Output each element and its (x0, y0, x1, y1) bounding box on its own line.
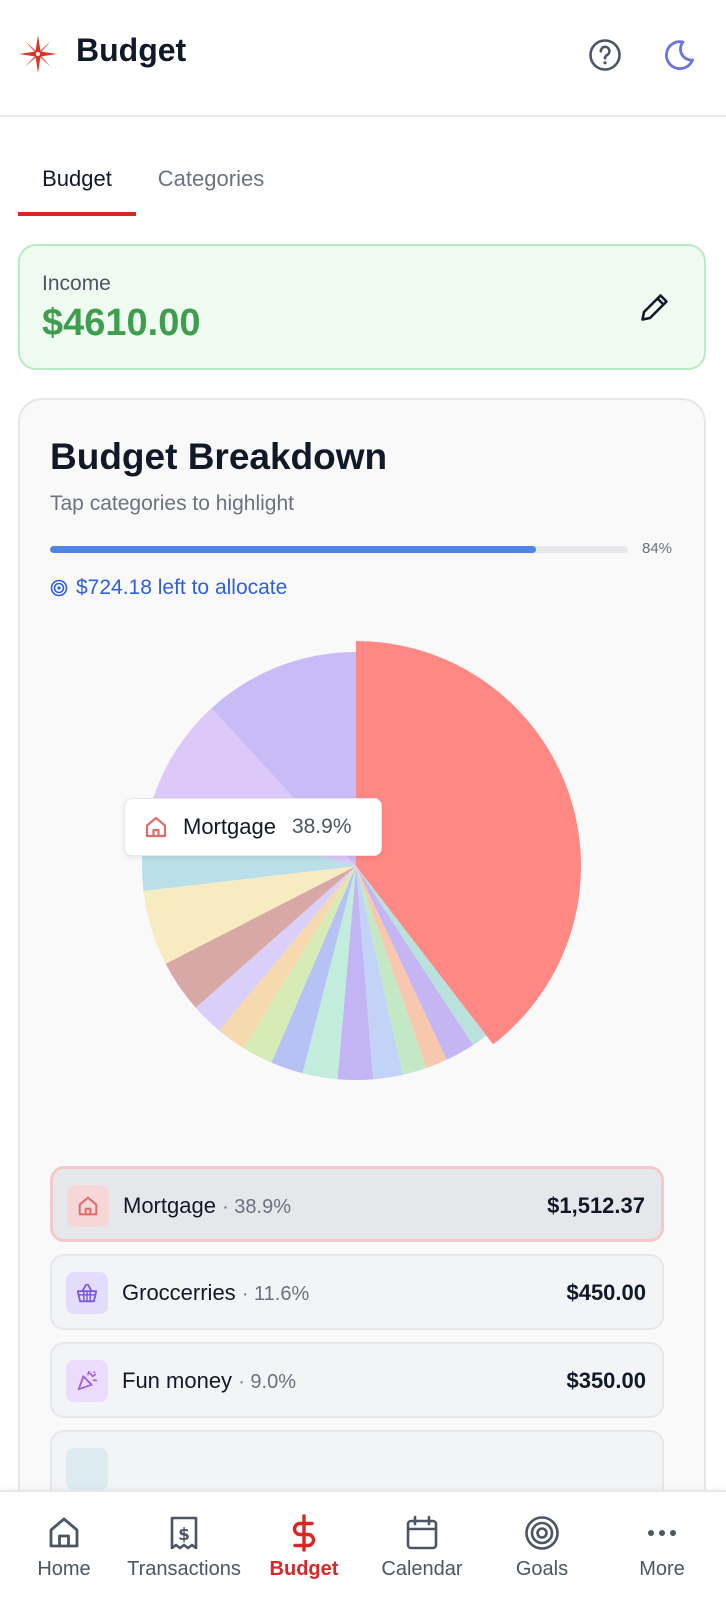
pie-slice-10[interactable] (219, 866, 356, 1049)
pie-slice-mortgage[interactable] (356, 641, 581, 1045)
house-icon (145, 816, 167, 838)
nav-budget[interactable]: Budget (254, 1492, 354, 1604)
category-name-text: Groccerries (122, 1280, 236, 1305)
nav-label: Calendar (381, 1558, 463, 1580)
breakdown-title: Budget Breakdown (50, 436, 388, 477)
tooltip-percent: 38.9% (291, 815, 352, 838)
nav-goals[interactable]: Goals (492, 1492, 592, 1604)
pie-svg (141, 641, 581, 1080)
pie-slice-7[interactable] (302, 866, 356, 1080)
nav-calendar[interactable]: Calendar (362, 1492, 482, 1604)
pie-slice-12[interactable] (165, 866, 356, 1008)
pie-slice-9[interactable] (243, 866, 356, 1063)
nav-label: Budget (269, 1558, 339, 1580)
nav-home[interactable]: Home (14, 1492, 114, 1604)
category-percent: · 9.0% (238, 1371, 296, 1393)
category-icon-box (66, 1360, 108, 1402)
income-value: $4610.00 (42, 302, 201, 344)
income-card: Income $4610.00 (18, 244, 706, 370)
pie-slice-8[interactable] (271, 866, 356, 1074)
nav-transactions[interactable]: $ Transactions (116, 1492, 252, 1604)
party-popper-icon (77, 1370, 98, 1391)
pie-slice-4[interactable] (356, 866, 427, 1075)
pie-slice-1[interactable] (356, 866, 487, 1046)
category-name: Fun money · 9.0% (122, 1368, 296, 1394)
nav-label: Transactions (127, 1558, 241, 1580)
category-row-mortgage[interactable]: Mortgage · 38.9% $1,512.37 (50, 1166, 664, 1242)
nav-more[interactable]: More (612, 1492, 712, 1604)
pie-slice-11[interactable] (195, 866, 356, 1031)
tab-budget[interactable]: Budget (18, 150, 136, 216)
budget-breakdown-card: Budget Breakdown Tap categories to highl… (18, 398, 706, 1604)
allocation-progress-fill (50, 546, 536, 553)
compass-logo-icon (19, 35, 57, 73)
category-name: Mortgage · 38.9% (123, 1193, 291, 1219)
svg-text:$: $ (178, 1525, 190, 1545)
category-amount: $1,512.37 (547, 1193, 645, 1218)
pie-slice-5[interactable] (356, 866, 403, 1080)
receipt-icon: $ (170, 1516, 198, 1550)
basket-icon (76, 1283, 98, 1303)
nav-label: Goals (515, 1558, 569, 1580)
category-icon-box (66, 1448, 108, 1490)
category-amount: $450.00 (566, 1280, 646, 1305)
house-icon (78, 1196, 98, 1216)
home-icon (49, 1517, 79, 1548)
pie-slice-2[interactable] (356, 866, 473, 1060)
category-name: Groccerries · 11.6% (122, 1280, 309, 1306)
breakdown-subtitle: Tap categories to highlight (50, 492, 294, 515)
pencil-icon[interactable] (638, 290, 672, 324)
budget-pie-chart (120, 630, 620, 1130)
pie-slice-6[interactable] (337, 866, 374, 1080)
bottom-navigation: Home $ Transactions Budget Calendar (0, 1490, 726, 1604)
tooltip-label: Mortgage (183, 814, 276, 839)
category-percent: · 11.6% (241, 1283, 310, 1305)
nav-label: More (639, 1558, 685, 1580)
moon-icon[interactable] (662, 38, 696, 72)
allocation-progress-percent: 84% (642, 540, 673, 557)
category-amount: $350.00 (566, 1368, 646, 1393)
nav-label: Home (37, 1558, 91, 1580)
category-name-text: Fun money (122, 1368, 233, 1393)
category-row-groceries[interactable]: Groccerries · 11.6% $450.00 (50, 1254, 664, 1330)
category-name-text: Mortgage (123, 1193, 216, 1218)
more-icon (648, 1530, 676, 1536)
pie-slice-13[interactable] (143, 866, 356, 964)
target-icon (525, 1516, 559, 1550)
category-icon-box (66, 1272, 108, 1314)
pie-slice-3[interactable] (356, 866, 447, 1069)
chart-tooltip: Mortgage 38.9% (124, 798, 382, 856)
page-title: Budget (76, 32, 187, 68)
target-small-icon (50, 579, 68, 597)
income-label: Income (42, 272, 111, 295)
allocation-progress-bar (50, 546, 628, 553)
category-icon-box (67, 1185, 109, 1227)
tab-categories[interactable]: Categories (157, 166, 265, 191)
left-to-allocate: $724.18 left to allocate (50, 576, 287, 600)
help-icon[interactable] (588, 38, 622, 72)
left-to-allocate-text: $724.18 left to allocate (76, 576, 288, 599)
category-percent: · 38.9% (222, 1196, 292, 1218)
dollar-icon (292, 1514, 316, 1552)
app-header: Budget (0, 0, 726, 117)
calendar-icon (406, 1515, 438, 1550)
category-row-fun-money[interactable]: Fun money · 9.0% $350.00 (50, 1342, 664, 1418)
